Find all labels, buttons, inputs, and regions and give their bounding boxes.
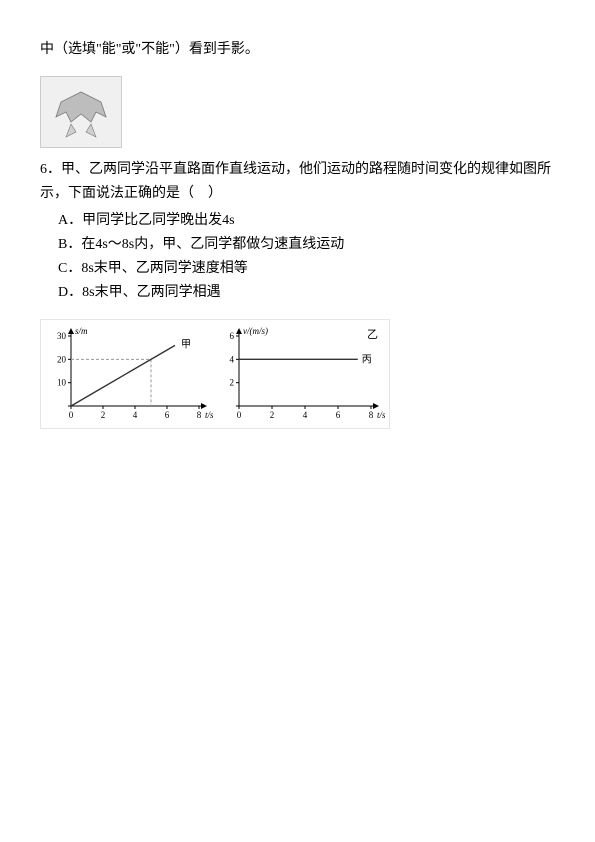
svg-text:s/m: s/m bbox=[75, 326, 88, 336]
svg-text:v/(m/s): v/(m/s) bbox=[243, 326, 268, 336]
svg-text:丙: 丙 bbox=[362, 354, 372, 365]
q6-option-A: A．甲同学比乙同学晚出发4s bbox=[58, 209, 555, 233]
svg-text:t/s: t/s bbox=[205, 410, 213, 420]
svg-text:2: 2 bbox=[230, 377, 235, 387]
svg-text:甲: 甲 bbox=[181, 339, 191, 350]
svg-text:6: 6 bbox=[336, 410, 341, 420]
svg-text:t/s: t/s bbox=[377, 410, 385, 420]
q6-number: 6． bbox=[40, 162, 61, 177]
svg-text:4: 4 bbox=[230, 354, 235, 364]
chart-left: 0 2 4 6 8 10 20 30 t/s s/m 甲 bbox=[45, 324, 213, 424]
hand-shadow-figure bbox=[40, 76, 122, 148]
svg-text:4: 4 bbox=[303, 410, 308, 420]
q6-option-D: D．8s末甲、乙两同学相遇 bbox=[58, 281, 555, 305]
bird-svg bbox=[46, 82, 116, 142]
svg-text:20: 20 bbox=[57, 354, 67, 364]
svg-text:4: 4 bbox=[133, 410, 138, 420]
svg-text:2: 2 bbox=[270, 410, 275, 420]
svg-text:8: 8 bbox=[197, 410, 202, 420]
chart-right: 0 2 4 6 8 2 4 6 t/s v/(m/s) 丙 乙 bbox=[217, 324, 385, 424]
svg-text:乙: 乙 bbox=[367, 328, 378, 341]
svg-text:0: 0 bbox=[69, 410, 74, 420]
svg-text:8: 8 bbox=[369, 410, 374, 420]
svg-text:10: 10 bbox=[57, 377, 67, 387]
q6-block: 6．甲、乙两同学沿平直路面作直线运动，他们运动的路程随时间变化的规律如图所示，下… bbox=[40, 158, 555, 305]
charts-container: 0 2 4 6 8 10 20 30 t/s s/m 甲 0 2 4 6 8 2 4 6 t/s v/(m/s) 丙 乙 bbox=[40, 319, 390, 429]
q6-option-B: B．在4s～8s内，甲、乙同学都做匀速直线运动 bbox=[58, 233, 555, 257]
q6-option-C: C．8s末甲、乙两同学速度相等 bbox=[58, 257, 555, 281]
svg-text:6: 6 bbox=[165, 410, 170, 420]
q6-options: A．甲同学比乙同学晚出发4s B．在4s～8s内，甲、乙同学都做匀速直线运动 C… bbox=[58, 209, 555, 304]
svg-text:2: 2 bbox=[101, 410, 106, 420]
svg-text:0: 0 bbox=[237, 410, 242, 420]
svg-text:6: 6 bbox=[230, 331, 235, 341]
q6-stem: 甲、乙两同学沿平直路面作直线运动，他们运动的路程随时间变化的规律如图所示，下面说… bbox=[40, 162, 551, 201]
svg-text:30: 30 bbox=[57, 331, 67, 341]
q5-text: 中（选填"能"或"不能"）看到手影。 bbox=[40, 42, 259, 57]
q5-continuation: 中（选填"能"或"不能"）看到手影。 bbox=[40, 38, 555, 62]
